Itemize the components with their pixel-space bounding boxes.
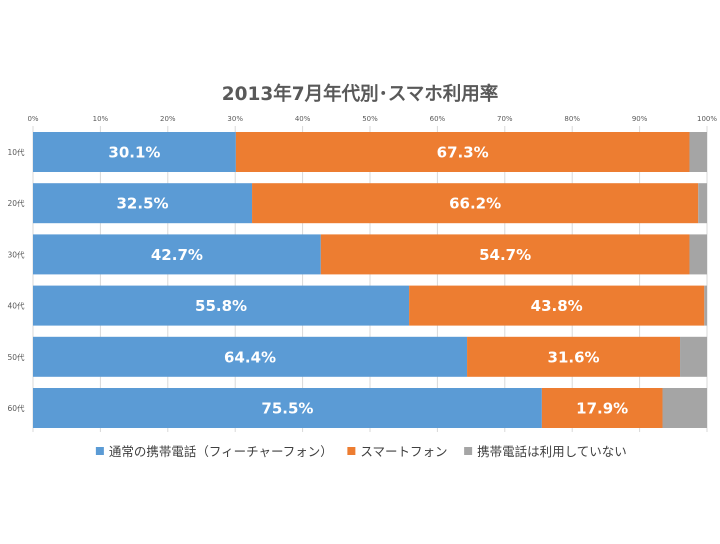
- x-tick-label: 0%: [27, 115, 38, 123]
- legend-swatch: [464, 447, 473, 455]
- legend-label: スマートフォン: [360, 444, 447, 459]
- data-label: 17.9%: [576, 400, 628, 418]
- bar-segment: [662, 388, 707, 428]
- x-tick-label: 20%: [160, 115, 176, 123]
- data-label: 32.5%: [117, 195, 169, 213]
- x-tick-label: 60%: [430, 115, 446, 123]
- data-label: 30.1%: [108, 144, 160, 162]
- x-tick-label: 50%: [362, 115, 378, 123]
- x-tick-label: 80%: [564, 115, 580, 123]
- bar-segment: [33, 388, 542, 428]
- data-label: 31.6%: [548, 348, 600, 366]
- bar-segment: [33, 132, 236, 172]
- bar-segment: [541, 388, 663, 428]
- category-label: 60代: [7, 403, 25, 413]
- x-tick-label: 90%: [632, 115, 648, 123]
- x-tick-label: 10%: [93, 115, 109, 123]
- x-tick-label: 100%: [697, 115, 717, 123]
- x-tick-label: 40%: [295, 115, 311, 123]
- bar-segment: [467, 336, 681, 377]
- bar-segment: [252, 183, 699, 224]
- category-label: 10代: [7, 147, 25, 157]
- category-label: 50代: [7, 352, 25, 362]
- bar-segment: [33, 234, 321, 275]
- data-label: 43.8%: [531, 297, 583, 315]
- bar-segment: [33, 285, 410, 326]
- bar-segment: [409, 285, 705, 326]
- data-label: 54.7%: [479, 246, 531, 264]
- data-label: 64.4%: [224, 348, 276, 366]
- bar-segment: [320, 234, 690, 275]
- data-label: 55.8%: [195, 297, 247, 315]
- data-label: 42.7%: [151, 246, 203, 264]
- category-label: 20代: [7, 198, 25, 208]
- category-label: 30代: [7, 249, 25, 259]
- chart-title: 2013年7月年代別･スマホ利用率: [222, 83, 499, 105]
- bar-segment: [235, 132, 690, 172]
- bar-segment: [33, 183, 253, 224]
- legend-swatch: [347, 447, 356, 455]
- bar-segment: [698, 183, 707, 224]
- data-label: 67.3%: [437, 144, 489, 162]
- bar-segment: [33, 336, 468, 377]
- legend-swatch: [95, 447, 104, 455]
- bar-segment: [704, 285, 707, 326]
- x-tick-label: 70%: [497, 115, 513, 123]
- category-label: 40代: [7, 301, 25, 311]
- legend-label: 携帯電話は利用していない: [477, 444, 627, 459]
- data-label: 75.5%: [261, 400, 313, 418]
- bar-segment: [680, 336, 707, 377]
- legend-label: 通常の携帯電話（フィーチャーフォン）: [109, 444, 333, 459]
- x-tick-label: 30%: [227, 115, 243, 123]
- bar-segment: [689, 234, 707, 275]
- bar-segment: [689, 132, 707, 172]
- data-label: 66.2%: [449, 195, 501, 213]
